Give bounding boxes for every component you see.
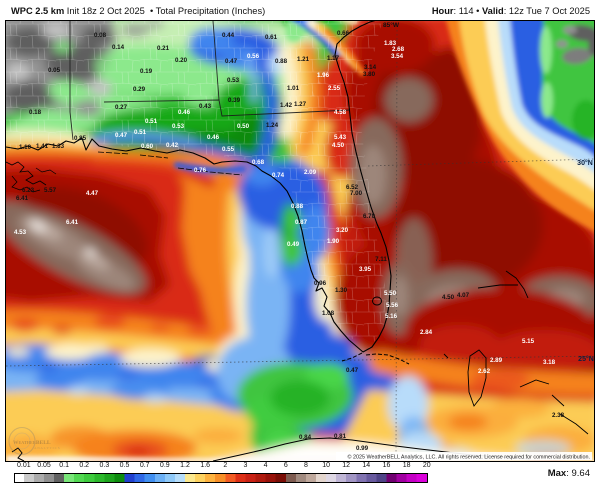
svg-text:5.50: 5.50 (384, 290, 397, 297)
svg-text:0.19: 0.19 (140, 68, 153, 75)
svg-text:0.53: 0.53 (172, 123, 185, 130)
svg-text:0.88: 0.88 (275, 58, 288, 65)
svg-text:2.55: 2.55 (328, 85, 341, 92)
svg-text:3.80: 3.80 (363, 71, 376, 78)
svg-text:30°N: 30°N (577, 159, 593, 167)
svg-text:6.70: 6.70 (363, 213, 376, 220)
svg-text:1.01: 1.01 (287, 85, 300, 92)
svg-text:0.85: 0.85 (74, 135, 87, 142)
svg-text:4.07: 4.07 (457, 292, 470, 299)
svg-text:0.08: 0.08 (94, 32, 107, 39)
svg-text:0.21: 0.21 (157, 45, 170, 52)
svg-text:0.61: 0.61 (265, 34, 278, 41)
svg-text:1.27: 1.27 (294, 101, 307, 108)
svg-text:0.42: 0.42 (166, 142, 179, 149)
svg-text:5.16: 5.16 (385, 313, 398, 320)
svg-text:0.46: 0.46 (178, 109, 191, 116)
svg-text:4.50: 4.50 (442, 294, 455, 301)
svg-text:3.20: 3.20 (336, 227, 349, 234)
svg-text:3.54: 3.54 (391, 53, 404, 60)
svg-text:6.41: 6.41 (16, 195, 29, 202)
svg-text:3.14: 3.14 (364, 64, 377, 71)
svg-text:0.18: 0.18 (29, 109, 42, 116)
svg-text:1.41: 1.41 (36, 143, 49, 150)
svg-text:4.50: 4.50 (332, 142, 345, 149)
svg-text:0.05: 0.05 (48, 67, 61, 74)
svg-text:0.47: 0.47 (225, 58, 238, 65)
svg-text:3.95: 3.95 (359, 266, 372, 273)
svg-text:0.60: 0.60 (141, 143, 154, 150)
svg-text:A N A L Y T I C S: A N A L Y T I C S (34, 446, 60, 450)
svg-text:0.55: 0.55 (222, 146, 235, 153)
svg-text:WEATHERBELL: WEATHERBELL (13, 440, 51, 446)
svg-text:6.41: 6.41 (66, 219, 79, 226)
svg-text:4.47: 4.47 (86, 190, 99, 197)
svg-text:0.66: 0.66 (337, 30, 350, 37)
svg-text:0.43: 0.43 (199, 103, 212, 110)
svg-text:0.49: 0.49 (287, 241, 300, 248)
svg-text:7.00: 7.00 (350, 190, 363, 197)
svg-text:0.29: 0.29 (133, 86, 146, 93)
svg-text:0.84: 0.84 (299, 434, 312, 441)
svg-text:2.68: 2.68 (392, 46, 405, 53)
svg-text:0.39: 0.39 (228, 97, 241, 104)
svg-text:2.84: 2.84 (420, 329, 433, 336)
svg-text:0.81: 0.81 (334, 433, 347, 440)
svg-text:0.76: 0.76 (194, 167, 207, 174)
svg-text:1.42: 1.42 (280, 102, 293, 109)
svg-text:0.27: 0.27 (115, 104, 128, 111)
svg-text:1.24: 1.24 (266, 122, 279, 129)
svg-text:1.30: 1.30 (335, 287, 348, 294)
svg-text:0.99: 0.99 (356, 445, 369, 452)
svg-text:0.46: 0.46 (207, 134, 220, 141)
svg-text:0.68: 0.68 (252, 159, 265, 166)
svg-text:0.14: 0.14 (112, 44, 125, 51)
svg-text:5.15: 5.15 (522, 338, 535, 345)
svg-text:0.56: 0.56 (247, 53, 260, 60)
svg-text:0.47: 0.47 (346, 367, 359, 374)
svg-text:2.62: 2.62 (478, 368, 491, 375)
svg-text:2.89: 2.89 (490, 357, 503, 364)
svg-text:1.96: 1.96 (317, 72, 330, 79)
svg-text:0.87: 0.87 (295, 219, 308, 226)
svg-text:1.08: 1.08 (322, 310, 335, 317)
svg-text:5.43: 5.43 (334, 134, 347, 141)
svg-text:0.74: 0.74 (272, 172, 285, 179)
svg-text:4.58: 4.58 (334, 109, 347, 116)
svg-text:25°N: 25°N (578, 355, 594, 363)
svg-text:6.23: 6.23 (22, 187, 35, 194)
svg-text:1.33: 1.33 (52, 143, 65, 150)
svg-text:85°W: 85°W (383, 21, 400, 29)
svg-text:0.20: 0.20 (175, 57, 188, 64)
svg-text:0.50: 0.50 (237, 123, 250, 130)
svg-text:0.51: 0.51 (145, 118, 158, 125)
svg-text:6.52: 6.52 (346, 184, 359, 191)
svg-text:5.57: 5.57 (44, 187, 57, 194)
svg-text:1.90: 1.90 (327, 238, 340, 245)
svg-text:1.10: 1.10 (19, 144, 32, 151)
svg-text:0.51: 0.51 (134, 129, 147, 136)
svg-text:1.17: 1.17 (327, 55, 340, 62)
svg-text:0.88: 0.88 (291, 203, 304, 210)
svg-text:0.44: 0.44 (222, 32, 235, 39)
svg-text:0.47: 0.47 (115, 132, 128, 139)
svg-text:7.11: 7.11 (375, 256, 387, 263)
svg-text:1.83: 1.83 (384, 40, 397, 47)
svg-text:© 2025 WeatherBELL Analytics,: © 2025 WeatherBELL Analytics, LLC. All r… (348, 454, 590, 461)
svg-text:2.38: 2.38 (552, 412, 565, 419)
svg-text:0.96: 0.96 (314, 280, 327, 287)
svg-text:4.53: 4.53 (14, 229, 27, 236)
svg-text:1.21: 1.21 (297, 56, 310, 63)
svg-text:0.53: 0.53 (227, 77, 240, 84)
svg-text:3.18: 3.18 (543, 359, 556, 366)
svg-text:5.56: 5.56 (386, 302, 399, 309)
svg-text:2.09: 2.09 (304, 169, 317, 176)
